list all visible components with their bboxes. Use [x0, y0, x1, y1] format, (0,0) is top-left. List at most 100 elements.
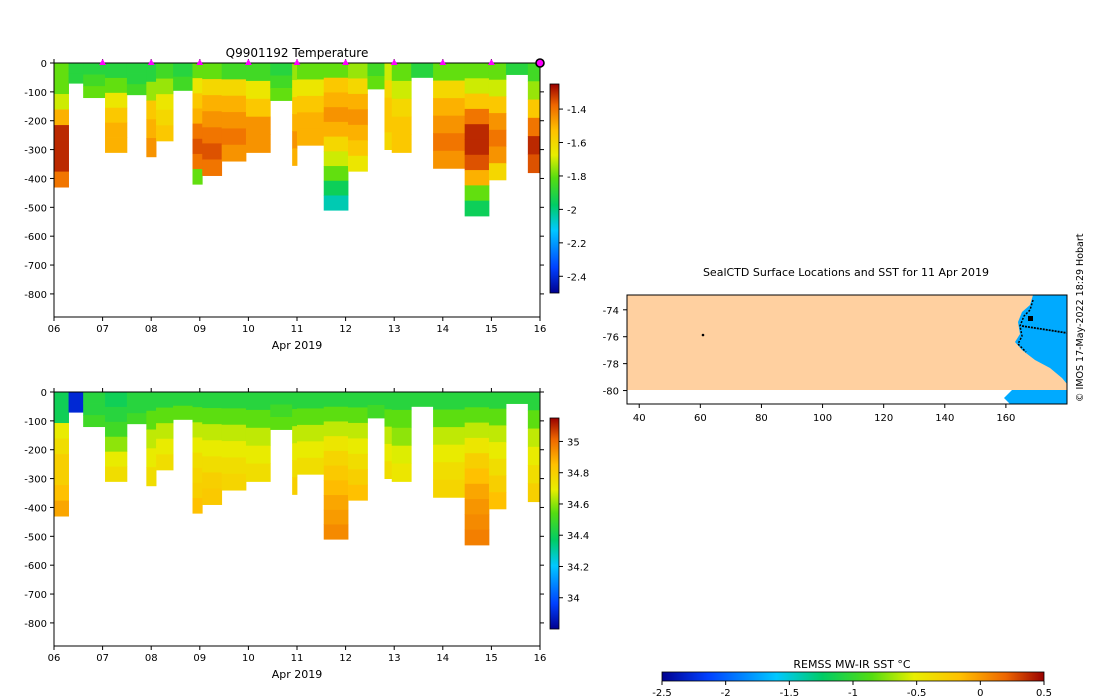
- profile-cell: [202, 159, 223, 176]
- x-tick-label: 10: [242, 653, 255, 664]
- profile-cell: [192, 452, 203, 469]
- profile-cell: [146, 392, 157, 412]
- colorbar-tick-label: -2.4: [567, 272, 587, 283]
- colorbar-tick-label: -1.8: [567, 172, 587, 183]
- profile-cell: [292, 460, 298, 478]
- temperature-colorbar-ticks: -1.4 -1.6 -1.8 -2 -2.2 -2.4: [559, 105, 587, 283]
- profile-cell: [202, 424, 223, 441]
- profile-cell: [384, 114, 393, 133]
- x-tick-label: 15: [485, 324, 498, 335]
- profile-cell: [156, 63, 174, 79]
- profile-cell: [297, 408, 325, 426]
- profile-cell: [323, 63, 349, 79]
- profile-cell: [488, 492, 507, 510]
- y-tick-label: -600: [24, 232, 47, 243]
- colorbar-tick-label: 34.2: [567, 562, 589, 573]
- y-tick-label: -500: [24, 203, 47, 214]
- profile-cell: [292, 114, 298, 132]
- profile-cell: [384, 132, 393, 150]
- profile-cell: [146, 429, 157, 449]
- profile-cell: [245, 445, 271, 464]
- profile-cell: [527, 410, 541, 429]
- profile-cell: [464, 63, 490, 79]
- profile-cell: [391, 445, 412, 464]
- profile-cell: [391, 63, 412, 82]
- map-latitude-axis: -74 -76 -78 -80: [603, 306, 627, 398]
- profile-cell: [270, 417, 293, 430]
- profile-cell: [527, 81, 541, 100]
- surface-location-point: [701, 333, 705, 337]
- profile-cell: [384, 80, 393, 99]
- profile-cell: [105, 406, 128, 423]
- profile-cell: [527, 465, 541, 484]
- profile-cell: [192, 467, 203, 484]
- profile-cell: [245, 63, 271, 82]
- x-tick-label: 14: [436, 324, 449, 335]
- profile-cell: [192, 123, 203, 140]
- y-tick-label: -800: [24, 290, 47, 301]
- lat-tick-label: -76: [603, 333, 619, 344]
- profile-cell: [488, 392, 507, 410]
- profile-cell: [245, 116, 271, 135]
- profile-cell: [192, 108, 203, 125]
- profile-cell: [323, 195, 349, 211]
- profile-cell: [384, 409, 393, 428]
- profile-cell: [488, 129, 507, 147]
- lat-tick-label: -80: [603, 387, 619, 398]
- profile-cell: [221, 144, 247, 162]
- profile-cell: [54, 454, 69, 470]
- profile-cell: [464, 185, 490, 202]
- profile-cell: [126, 413, 147, 425]
- x-tick-label: 07: [96, 324, 109, 335]
- profile-cell: [54, 63, 69, 79]
- profile-cell: [192, 437, 203, 454]
- lon-tick-label: 40: [633, 413, 646, 424]
- colorbar-tick-label: -2: [567, 205, 577, 216]
- profile-cell: [270, 75, 293, 89]
- profile-cell: [323, 77, 349, 93]
- profile-cell: [173, 392, 193, 407]
- profile-cell: [348, 453, 368, 470]
- profile-cell: [464, 200, 490, 217]
- profile-cell: [411, 63, 434, 78]
- y-tick-label: 0: [41, 388, 47, 399]
- x-tick-label: 10: [242, 324, 255, 335]
- profile-cell: [297, 63, 325, 80]
- profile-cell: [292, 97, 298, 115]
- profile-cell: [367, 75, 385, 90]
- profile-cell: [488, 475, 507, 493]
- profile-cell: [297, 441, 325, 459]
- profile-cell: [527, 446, 541, 466]
- profile-cell: [323, 450, 349, 466]
- profile-cell: [488, 146, 507, 164]
- profile-cell: [245, 427, 271, 447]
- profile-cell: [323, 166, 349, 182]
- sst-colorbar-label: REMSS MW-IR SST °C: [793, 658, 911, 671]
- y-tick-label: -400: [24, 503, 47, 514]
- profile-cell: [54, 94, 69, 110]
- surface-marker: [293, 59, 301, 65]
- profile-cell: [384, 461, 393, 479]
- profile-cell: [433, 115, 466, 134]
- profile-cell: [221, 95, 247, 113]
- colorbar-tick-label: 35: [567, 437, 580, 448]
- y-tick-label: -500: [24, 532, 47, 543]
- profile-cell: [323, 136, 349, 152]
- profile-cell: [192, 63, 203, 79]
- profile-cell: [323, 480, 349, 496]
- map-longitude-axis: 40 60 80 100 120 140 160: [633, 404, 1015, 424]
- profile-cell: [54, 438, 69, 455]
- profile-cell: [292, 409, 298, 427]
- surface-marker: [196, 59, 204, 65]
- x-tick-label: 06: [48, 653, 61, 664]
- profile-cell: [433, 479, 466, 498]
- profile-cell: [433, 444, 466, 463]
- profile-cell: [323, 436, 349, 452]
- profile-cell: [488, 425, 507, 443]
- profile-cell: [433, 150, 466, 169]
- x-tick-label: 08: [145, 324, 158, 335]
- profile-cell: [527, 136, 541, 155]
- profile-cell: [433, 462, 466, 481]
- y-tick-label: -800: [24, 619, 47, 630]
- temperature-y-axis: 0 -100 -200 -300 -400 -500 -600 -700 -800: [24, 59, 544, 301]
